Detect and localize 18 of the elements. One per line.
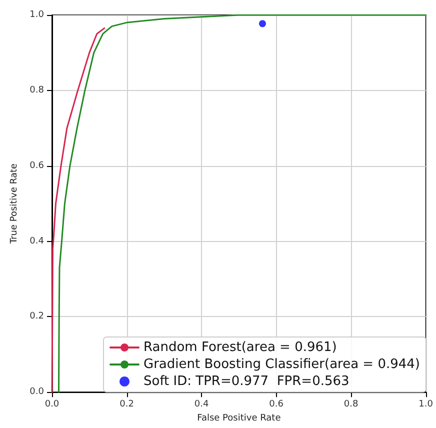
x-tick-label: 0.2 [120,400,134,410]
line-series [51,27,106,393]
legend-label: Soft ID: TPR=0.977 FPR=0.563 [144,374,350,389]
y-tick-label: 0.0 [30,387,44,398]
y-tick-label: 0.2 [30,312,44,322]
x-tick-label: 0.6 [269,400,284,410]
legend-label: Random Forest(area = 0.961) [144,340,337,355]
y-tick-label: 0.4 [30,236,44,246]
x-axis-title: False Positive Rate [197,414,282,424]
y-tick-label: 0.8 [30,85,44,96]
legend-label: Gradient Boosting Classifier(area = 0.944) [144,357,420,372]
y-tick-label: 1.0 [30,10,44,20]
y-axis-title: True Positive Rate [9,163,20,245]
x-tick-label: 0.4 [194,400,209,410]
x-tick-label: 0.8 [344,400,358,410]
y-tick-label: 0.6 [30,160,44,171]
x-tick-label: 1.0 [418,400,434,410]
x-tick-label: 0.0 [44,400,60,410]
